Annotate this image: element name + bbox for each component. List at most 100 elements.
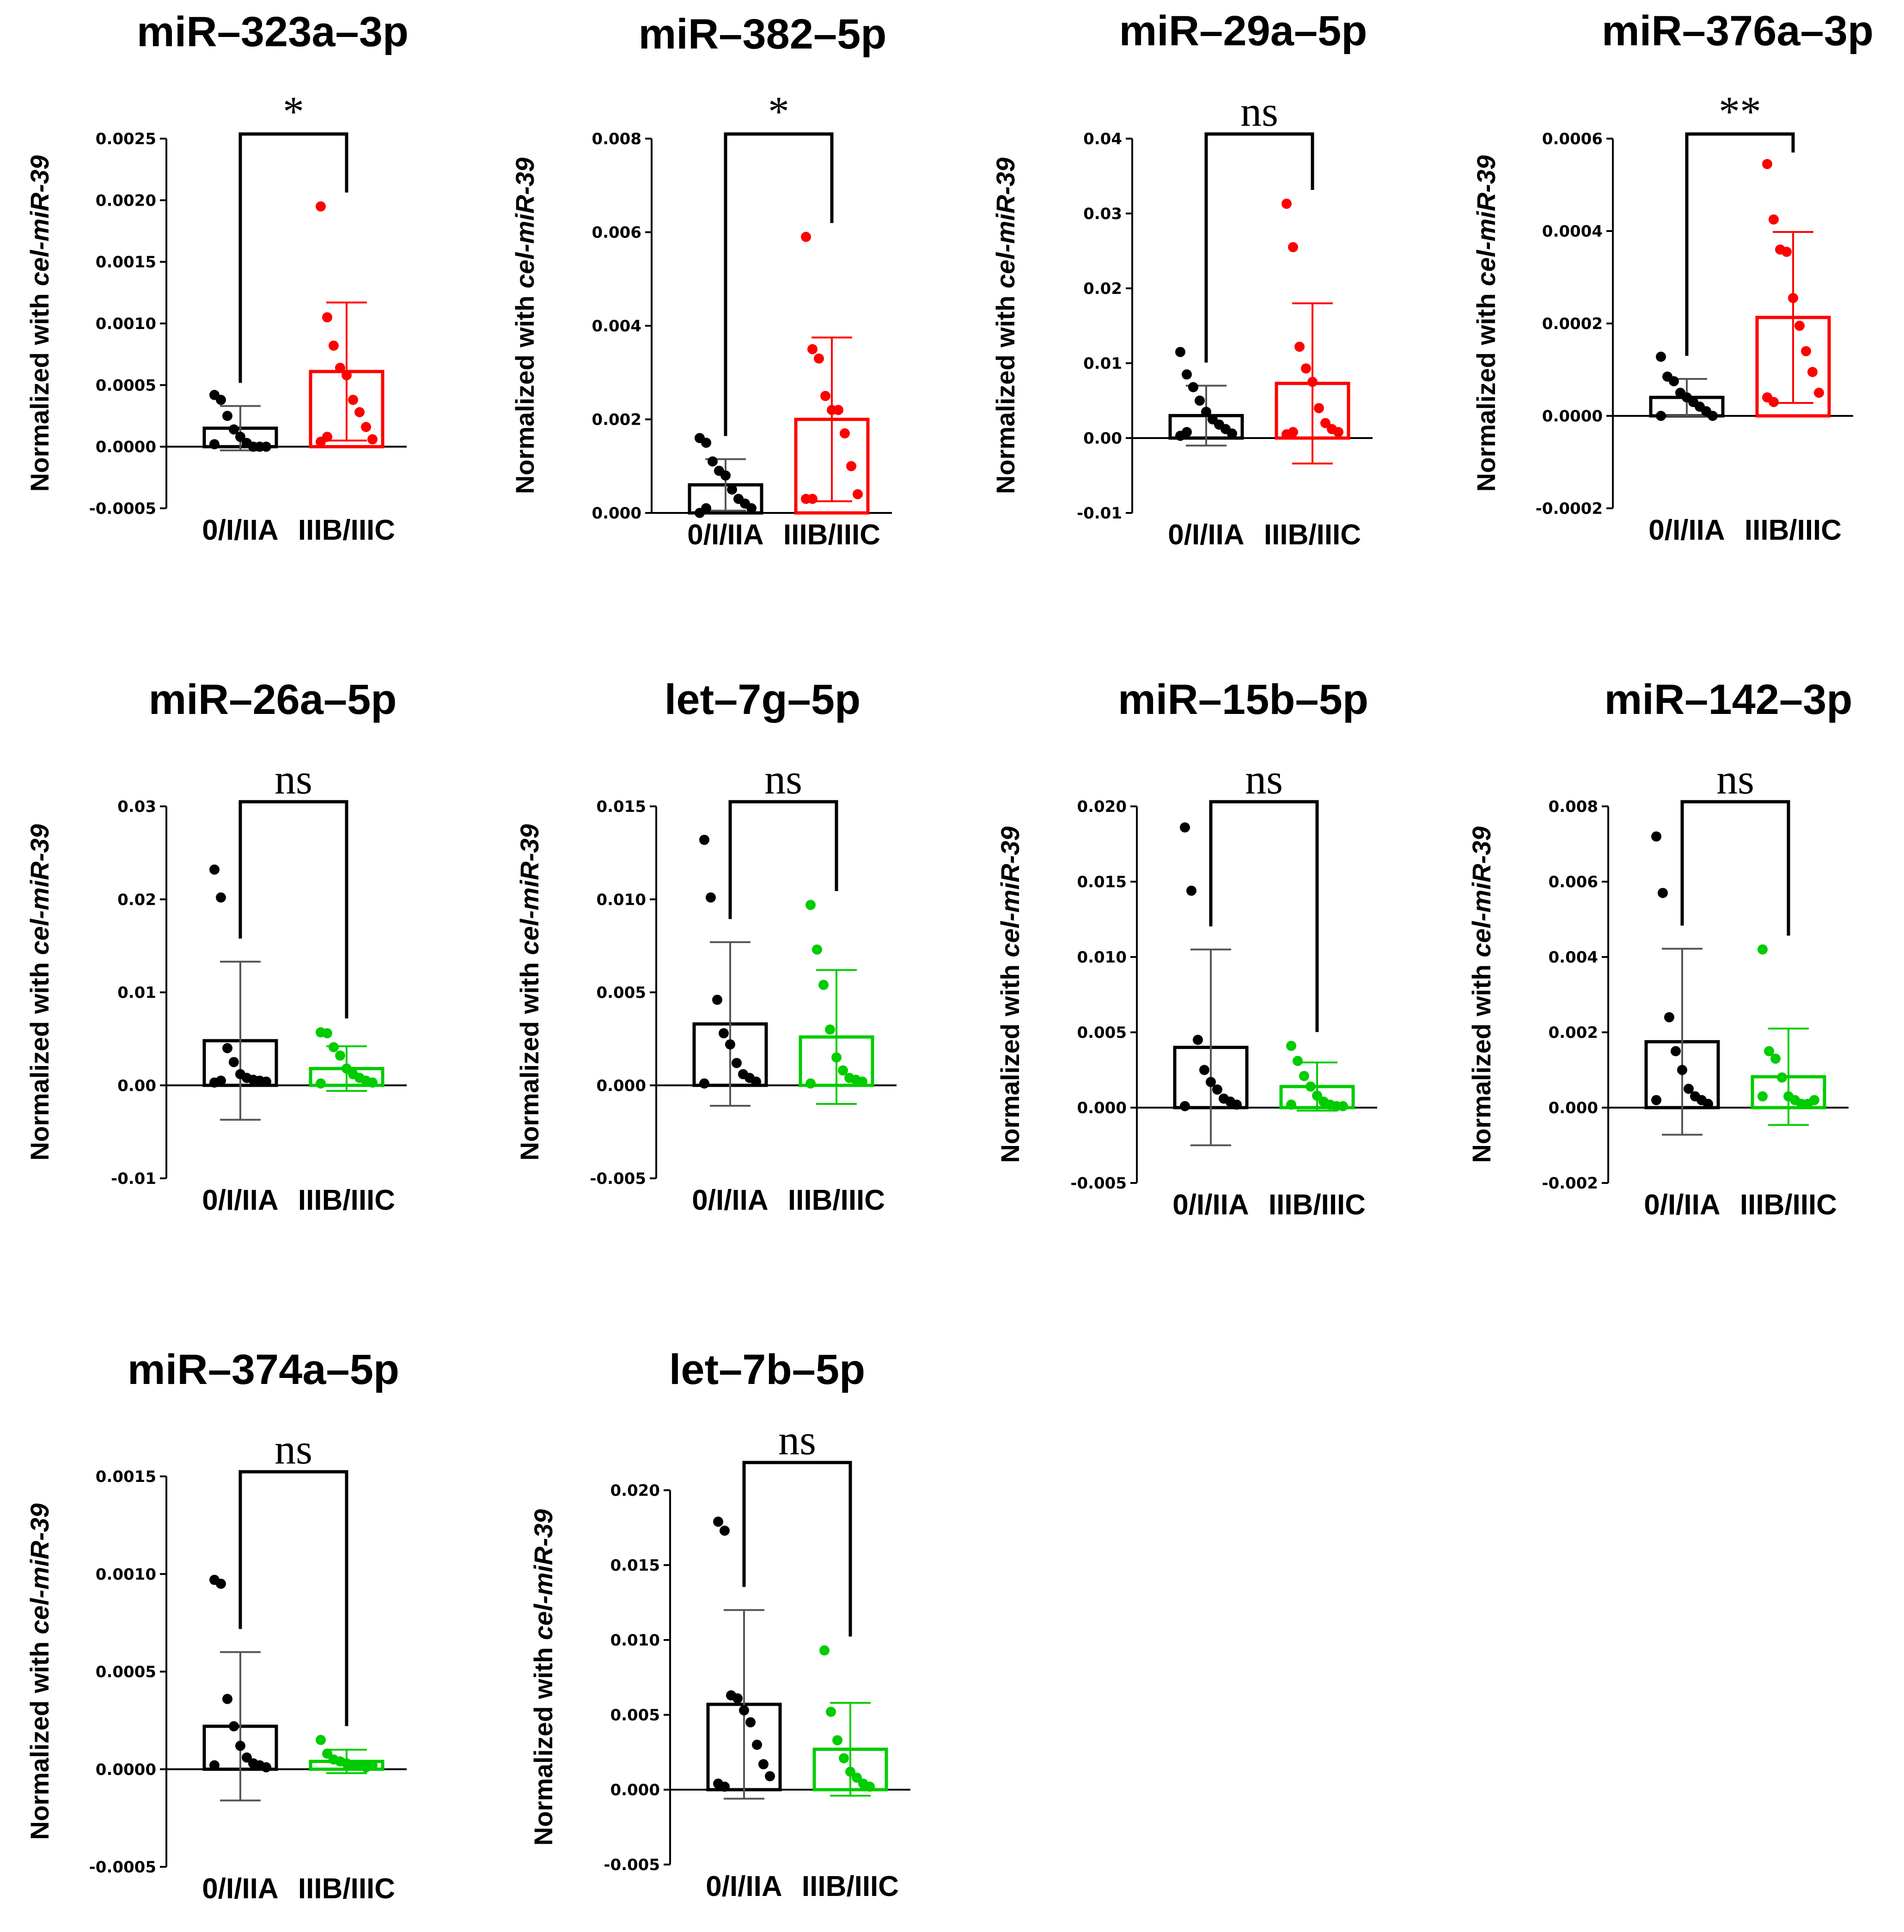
data-point bbox=[1782, 247, 1792, 257]
data-point bbox=[1306, 1081, 1316, 1092]
data-point bbox=[720, 1781, 730, 1792]
chart-panel-1: miR–323a–3p Normalized with cel-miR-39 -0.… bbox=[25, 8, 409, 546]
data-point bbox=[235, 1741, 245, 1751]
data-point bbox=[367, 1077, 378, 1088]
data-point bbox=[852, 1773, 862, 1783]
x-category-label: 0/I/IIA bbox=[202, 1184, 278, 1216]
y-axis-label-prefix: Normalized with bbox=[25, 1634, 54, 1840]
y-axis-label-italic: cel-miR-39 bbox=[995, 826, 1025, 957]
y-axis-label-italic: cel-miR-39 bbox=[25, 1503, 54, 1634]
x-category-label: 0/I/IIA bbox=[1648, 514, 1725, 546]
data-point bbox=[1769, 214, 1779, 225]
y-tick-label: 0.006 bbox=[592, 224, 641, 242]
y-axis-label: Normalized with cel-miR-39 bbox=[529, 1509, 558, 1846]
y-axis-label: Normalized with cel-miR-39 bbox=[25, 1503, 54, 1840]
data-point bbox=[316, 1078, 326, 1089]
data-point bbox=[1703, 1098, 1713, 1109]
data-point bbox=[1232, 1099, 1242, 1110]
data-point bbox=[751, 1076, 761, 1087]
data-point bbox=[708, 456, 718, 467]
data-point bbox=[1182, 427, 1192, 438]
x-category-label: 0/I/IIA bbox=[687, 519, 763, 551]
data-point bbox=[713, 1517, 723, 1527]
data-point bbox=[727, 484, 737, 495]
significance-label: ns bbox=[778, 1416, 816, 1463]
significance-bracket bbox=[1680, 800, 1790, 936]
data-point bbox=[833, 405, 843, 415]
data-point bbox=[222, 1694, 232, 1704]
y-tick-label: 0.008 bbox=[592, 130, 641, 148]
chart-title: let–7g–5p bbox=[665, 676, 860, 723]
data-point bbox=[719, 1028, 729, 1039]
y-axis-label: Normalized with cel-miR-39 bbox=[995, 826, 1025, 1163]
data-point bbox=[1651, 1095, 1661, 1105]
y-tick-label: 0.01 bbox=[117, 984, 156, 1002]
data-point bbox=[335, 363, 345, 373]
chart-panel-3: miR–29a–5p Normalized with cel-miR-39 -0.0… bbox=[991, 7, 1373, 551]
data-point bbox=[701, 438, 711, 448]
y-tick-label: 0.0015 bbox=[96, 253, 156, 272]
data-point bbox=[316, 201, 326, 212]
significance-label: * bbox=[283, 88, 304, 135]
data-point bbox=[838, 1065, 848, 1076]
data-point bbox=[367, 434, 378, 445]
data-point bbox=[1788, 293, 1798, 303]
y-tick-label: 0.015 bbox=[1077, 873, 1127, 891]
data-point bbox=[725, 1039, 735, 1050]
y-axis-label: Normalized with cel-miR-39 bbox=[25, 824, 54, 1160]
y-tick-label: 0.03 bbox=[117, 798, 156, 816]
data-point bbox=[1677, 1065, 1687, 1075]
y-tick-label: 0.015 bbox=[610, 1556, 660, 1575]
x-category-label: 0/I/IIA bbox=[1644, 1189, 1720, 1221]
y-tick-label: 0.004 bbox=[592, 317, 641, 335]
data-point bbox=[1180, 822, 1190, 833]
data-point bbox=[1769, 397, 1779, 407]
chart-title: miR–29a–5p bbox=[1119, 7, 1367, 55]
data-point bbox=[1708, 411, 1718, 421]
data-point bbox=[222, 411, 232, 421]
chart-panel-7: miR–15b–5p Normalized with cel-miR-39 -0.0… bbox=[995, 676, 1377, 1221]
data-point bbox=[1199, 1065, 1209, 1075]
y-tick-label: 0.000 bbox=[1548, 1099, 1598, 1117]
significance-bracket bbox=[724, 132, 834, 436]
data-point bbox=[367, 1760, 378, 1771]
data-point bbox=[732, 1058, 742, 1068]
y-axis-label: Normalized with cel-miR-39 bbox=[1471, 155, 1501, 492]
significance-bracket bbox=[238, 132, 348, 383]
data-point bbox=[865, 1781, 875, 1792]
y-tick-label: 0.0005 bbox=[96, 376, 156, 395]
data-point bbox=[845, 1767, 855, 1777]
data-point bbox=[1814, 388, 1824, 398]
data-point bbox=[812, 944, 822, 955]
data-point bbox=[819, 1645, 830, 1656]
y-axis-label-italic: cel-miR-39 bbox=[991, 158, 1020, 288]
y-axis-label-prefix: Normalized with bbox=[991, 288, 1020, 494]
data-point bbox=[1338, 1101, 1348, 1111]
data-point bbox=[216, 1075, 226, 1086]
y-axis-label-italic: cel-miR-39 bbox=[25, 824, 54, 955]
y-axis-label-prefix: Normalized with bbox=[529, 1640, 558, 1846]
data-point bbox=[1684, 1084, 1694, 1094]
y-tick-label: 0.005 bbox=[1077, 1024, 1127, 1042]
y-tick-label: 0.0000 bbox=[1542, 407, 1603, 426]
y-axis-label-italic: cel-miR-39 bbox=[510, 158, 539, 288]
x-category-label: IIIB/IIIC bbox=[1740, 1189, 1837, 1221]
y-tick-label: -0.01 bbox=[1077, 504, 1122, 523]
data-point bbox=[1286, 1099, 1296, 1110]
y-tick-label: 0.02 bbox=[117, 890, 156, 909]
significance-label: ns bbox=[764, 756, 802, 803]
data-point bbox=[1293, 1055, 1303, 1066]
significance-label: ns bbox=[1716, 756, 1754, 803]
data-point bbox=[335, 1050, 345, 1061]
data-point bbox=[261, 1762, 271, 1773]
data-point bbox=[209, 439, 220, 450]
data-point bbox=[261, 1076, 271, 1087]
data-point bbox=[825, 1024, 835, 1035]
y-axis-label-prefix: Normalized with bbox=[25, 286, 54, 492]
significance-label: ** bbox=[1719, 88, 1761, 135]
y-tick-label: 0.000 bbox=[592, 504, 641, 523]
x-category-label: 0/I/IIA bbox=[692, 1184, 768, 1216]
data-point bbox=[712, 994, 722, 1005]
y-tick-label: 0.005 bbox=[596, 984, 646, 1002]
y-tick-label: 0.0010 bbox=[96, 315, 156, 333]
